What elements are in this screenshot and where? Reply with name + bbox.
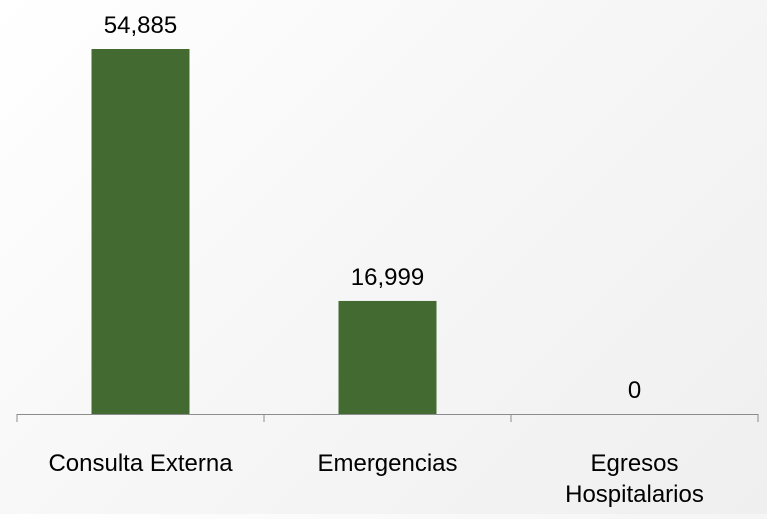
data-label-emergencias: 16,999 xyxy=(351,264,424,291)
bar-emergencias xyxy=(338,300,437,414)
data-label-consulta-externa: 54,885 xyxy=(104,12,177,39)
x-tick-label-egresos-hospitalarios-line-2: Hospitalarios xyxy=(565,481,704,508)
x-tick-label-emergencias: Emergencias xyxy=(317,450,457,477)
x-tick-labels-layer: Consulta Externa Emergencias Egresos Hospit… xyxy=(48,450,703,508)
x-tick-label-egresos-hospitalarios-line-1: Egresos xyxy=(590,450,678,477)
data-label-egresos-hospitalarios: 0 xyxy=(628,377,641,404)
x-axis xyxy=(16,414,759,422)
x-tick-label-consulta-externa: Consulta Externa xyxy=(48,450,233,477)
bar-consulta-externa xyxy=(91,49,190,414)
data-labels-layer: 54,885 16,999 0 xyxy=(104,12,641,404)
bars-layer xyxy=(91,49,437,414)
